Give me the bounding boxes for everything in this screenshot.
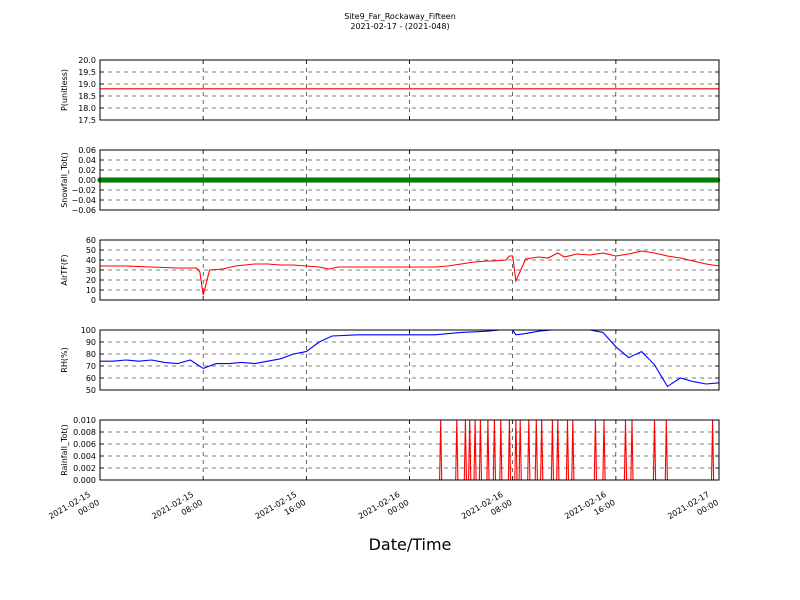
series-line bbox=[100, 420, 719, 480]
x-axis-label: Date/Time bbox=[369, 535, 452, 554]
y-tick-label: 100 bbox=[81, 326, 96, 335]
y-tick-label: 20.0 bbox=[78, 56, 96, 65]
y-tick-label: 0.004 bbox=[73, 452, 96, 461]
y-tick-label: 0.02 bbox=[78, 166, 96, 175]
y-tick-label: 0.00 bbox=[78, 176, 96, 185]
axes-frame bbox=[99, 149, 720, 211]
y-tick-label: 0.008 bbox=[73, 428, 96, 437]
panel-1: 17.5 18.0 18.5 19.0 19.5 20.0 P(unitless) bbox=[60, 56, 720, 125]
panel-2: −0.06−0.04−0.020.000.020.040.06 Snowfall_… bbox=[60, 146, 721, 215]
y-tick-label: 80 bbox=[86, 350, 96, 359]
y-tick-label: 0.006 bbox=[73, 440, 96, 449]
panel-5: 0.000 0.002 0.004 0.006 0.008 0.010 Rainfall_T… bbox=[60, 416, 720, 485]
y-tick-label: 17.5 bbox=[78, 116, 96, 125]
y-axis-label: Snowfall_Tot() bbox=[60, 152, 69, 208]
axes-frame bbox=[99, 329, 720, 391]
y-axis-label: AirTF(F) bbox=[60, 254, 69, 285]
y-tick-label: 0 bbox=[91, 296, 96, 305]
figure-subtitle: 2021-02-17 - (2021-048) bbox=[350, 22, 449, 31]
axes-frame bbox=[99, 59, 720, 121]
y-tick-label: 40 bbox=[86, 256, 96, 265]
y-tick-label: 50 bbox=[86, 246, 96, 255]
y-tick-label: 18.5 bbox=[78, 92, 96, 101]
y-tick-label: 10 bbox=[86, 286, 96, 295]
series-line bbox=[100, 330, 719, 388]
y-axis-label: P(unitless) bbox=[60, 69, 69, 111]
y-tick-label: 60 bbox=[86, 374, 96, 383]
y-tick-label: 19.5 bbox=[78, 68, 96, 77]
axes-frame bbox=[99, 239, 720, 301]
y-tick-label: 0.000 bbox=[73, 476, 96, 485]
series-line bbox=[100, 250, 719, 296]
y-tick-label: 50 bbox=[86, 386, 96, 395]
y-tick-label: −0.06 bbox=[71, 206, 96, 215]
y-tick-label: 0.010 bbox=[73, 416, 96, 425]
y-tick-label: 19.0 bbox=[78, 80, 96, 89]
panels: 17.5 18.0 18.5 19.0 19.5 20.0 P(unitless) −0.06… bbox=[60, 56, 721, 485]
y-tick-label: 0.06 bbox=[78, 146, 96, 155]
figure-title: Site9_Far_Rockaway_Fifteen bbox=[344, 12, 456, 21]
axes-frame bbox=[99, 419, 720, 481]
y-tick-label: 0.04 bbox=[78, 156, 96, 165]
y-tick-label: 30 bbox=[86, 266, 96, 275]
y-tick-label: 90 bbox=[86, 338, 96, 347]
panel-4: 50 60 70 80 90 100 RH(%) bbox=[60, 326, 720, 395]
y-tick-label: 20 bbox=[86, 276, 96, 285]
y-tick-label: 0.002 bbox=[73, 464, 96, 473]
y-axis-label: RH(%) bbox=[60, 347, 69, 372]
y-axis-label: Rainfall_Tot() bbox=[60, 424, 69, 476]
y-tick-label: 60 bbox=[86, 236, 96, 245]
y-tick-label: 70 bbox=[86, 362, 96, 371]
y-tick-label: −0.04 bbox=[71, 196, 96, 205]
y-tick-label: −0.02 bbox=[71, 186, 96, 195]
y-tick-label: 18.0 bbox=[78, 104, 96, 113]
